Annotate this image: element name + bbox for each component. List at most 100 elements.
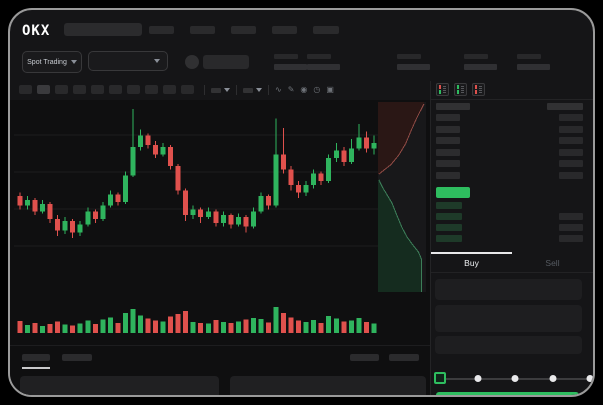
order-book-panel: Buy Sell	[431, 81, 593, 395]
chart-type-dropdown[interactable]	[211, 87, 230, 93]
interval-button[interactable]	[91, 85, 104, 94]
trade-input-placeholder[interactable]	[435, 336, 582, 354]
slider-stop-0[interactable]	[434, 372, 446, 384]
ask-amount-placeholder	[559, 172, 583, 179]
chart-tab-placeholder[interactable]	[350, 354, 379, 361]
chart-bottom-tabs	[10, 345, 430, 369]
icon-row	[475, 85, 482, 88]
icon-dot	[475, 91, 477, 94]
camera-icon[interactable]: ◉	[300, 85, 308, 94]
price-chart-svg	[14, 102, 426, 333]
dropdown-value-placeholder	[211, 87, 221, 93]
ask-row[interactable]	[436, 114, 588, 121]
icon-dot	[439, 89, 441, 92]
chevron-down-icon	[154, 59, 160, 63]
slider-stop-100[interactable]	[586, 375, 593, 382]
stat-label-placeholder	[274, 54, 298, 59]
nav-item-placeholder[interactable]	[231, 26, 256, 34]
interval-button[interactable]	[73, 85, 86, 94]
bid-price-placeholder	[436, 224, 462, 231]
stat-label-placeholder	[464, 54, 488, 59]
orderbook-bids-icon[interactable]	[454, 83, 467, 96]
fullscreen-icon[interactable]: ▣	[326, 85, 334, 94]
icon-dot	[457, 89, 459, 92]
indicators-dropdown[interactable]	[243, 87, 262, 93]
tab-sell[interactable]: Sell	[512, 252, 593, 272]
ask-price-placeholder	[436, 114, 460, 121]
amount-slider[interactable]	[434, 372, 593, 384]
stat-group	[307, 54, 340, 70]
bid-row[interactable]	[436, 224, 588, 231]
ask-row[interactable]	[436, 137, 588, 144]
interval-button[interactable]	[19, 85, 32, 94]
timer-icon[interactable]: ◷	[313, 85, 321, 94]
chevron-down-icon	[224, 88, 230, 92]
last-price-badge[interactable]	[436, 187, 470, 198]
okx-logo: OKX	[22, 23, 51, 39]
main-nav	[149, 26, 297, 34]
trade-input-placeholder[interactable]	[435, 279, 582, 300]
chart-tab-placeholder[interactable]	[22, 354, 50, 361]
icon-line	[461, 87, 464, 89]
ask-price-placeholder	[436, 160, 460, 167]
chart-tab-placeholder[interactable]	[62, 354, 92, 361]
chart-tab-placeholder[interactable]	[389, 354, 419, 361]
ask-row[interactable]	[436, 172, 588, 179]
bid-row[interactable]	[436, 235, 588, 242]
interval-button[interactable]	[163, 85, 176, 94]
price-chart-panel[interactable]	[10, 100, 430, 395]
ask-row[interactable]	[436, 149, 588, 156]
tab-buy[interactable]: Buy	[431, 252, 512, 272]
ask-row[interactable]	[436, 160, 588, 167]
icon-line	[479, 87, 482, 89]
ask-amount-placeholder	[559, 149, 583, 156]
pair-selector-dropdown[interactable]	[88, 51, 168, 71]
icon-row	[439, 89, 446, 92]
ask-price-placeholder	[436, 126, 460, 133]
draw-icon[interactable]: ✎	[287, 85, 295, 94]
stat-group	[274, 54, 307, 70]
bid-amount-placeholder	[559, 235, 583, 242]
icon-row	[457, 91, 464, 94]
interval-button[interactable]	[37, 85, 50, 94]
interval-button[interactable]	[127, 85, 140, 94]
nav-item-placeholder[interactable]	[149, 26, 174, 34]
slider-stop-75[interactable]	[549, 375, 556, 382]
trade-input-placeholder[interactable]	[435, 305, 582, 332]
icon-line	[479, 92, 482, 94]
stat-group	[464, 54, 497, 70]
toolbar-intervals	[19, 85, 194, 94]
stat-group	[397, 54, 430, 70]
bid-row[interactable]	[436, 202, 588, 209]
bid-row[interactable]	[436, 213, 588, 220]
buy-submit-button[interactable]	[436, 392, 579, 395]
nav-item-placeholder[interactable]	[190, 26, 215, 34]
icon-dot	[457, 85, 459, 88]
stat-value-placeholder	[464, 64, 497, 70]
search-input[interactable]	[64, 23, 142, 36]
slider-stop-25[interactable]	[474, 375, 481, 382]
slider-stop-50[interactable]	[511, 375, 519, 382]
icon-line	[479, 85, 482, 87]
divider	[431, 99, 593, 100]
nav-item-placeholder[interactable]	[272, 26, 297, 34]
orderbook-asks-icon[interactable]	[472, 83, 485, 96]
ask-price-placeholder	[436, 137, 460, 144]
icon-line	[461, 85, 464, 87]
bottom-panel-right	[230, 376, 426, 395]
stat-label-placeholder	[307, 54, 331, 59]
interval-button[interactable]	[181, 85, 194, 94]
interval-button[interactable]	[55, 85, 68, 94]
app-frame: OKX Spot Trading ∿ ✎ ◉ ◷ ▣ Buy	[8, 8, 595, 397]
ask-row[interactable]	[436, 126, 588, 133]
bid-amount-placeholder	[559, 213, 583, 220]
orderbook-all-icon[interactable]	[436, 83, 449, 96]
interval-button[interactable]	[109, 85, 122, 94]
interval-button[interactable]	[145, 85, 158, 94]
wave-icon[interactable]: ∿	[275, 85, 282, 94]
icon-row	[475, 87, 482, 90]
chevron-down-icon	[70, 60, 77, 64]
nav-item-placeholder[interactable]	[313, 26, 339, 34]
sell-tab-label: Sell	[545, 258, 560, 268]
market-selector-dropdown[interactable]: Spot Trading	[22, 51, 82, 73]
